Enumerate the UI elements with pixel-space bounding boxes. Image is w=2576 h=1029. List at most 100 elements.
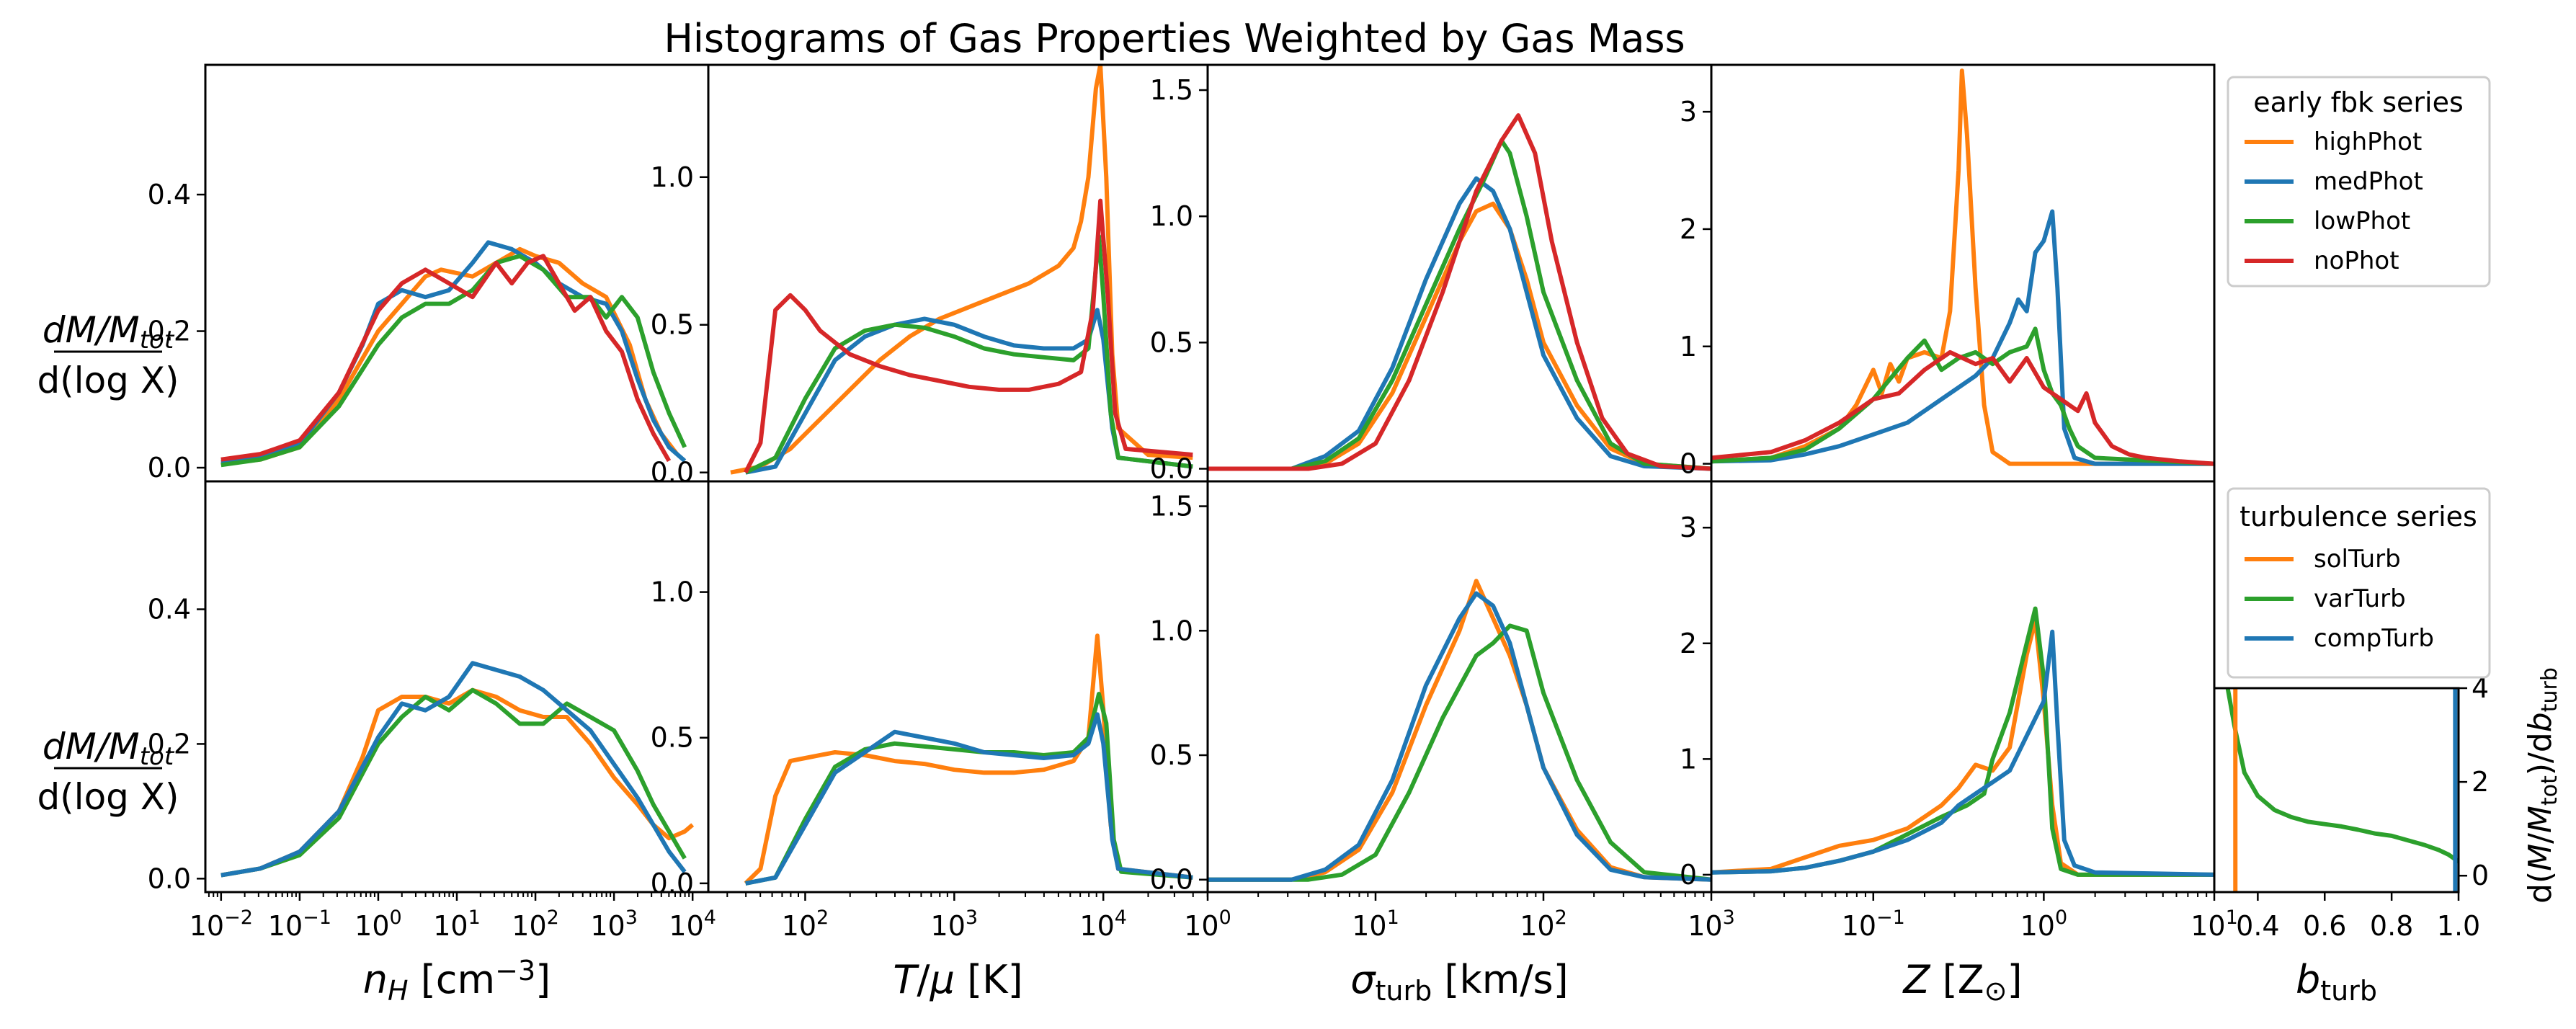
series-line-compTurb bbox=[745, 712, 1193, 886]
xtick-label: 100 bbox=[355, 906, 402, 942]
panel-nH-bottom: 0.0 0.2 0.4 10−2 10−1 100 101 102 103 104 nH [cm−3… bbox=[148, 480, 716, 1007]
ylabel-bturb-text: d(M/Mtot)/dbturb bbox=[2522, 667, 2562, 904]
axes-frame bbox=[707, 480, 1209, 894]
xtick-label: 101 bbox=[2191, 906, 2238, 942]
ylabel-top: dM/Mtot d(log X) bbox=[37, 309, 179, 401]
series-line-noPhot bbox=[1208, 113, 1711, 471]
xlabel-bturb: bturb bbox=[2296, 957, 2377, 1007]
xtick-label: 10−1 bbox=[1842, 906, 1905, 942]
ytick-label: 0.4 bbox=[148, 179, 191, 210]
series-line-highPhot bbox=[1208, 201, 1711, 471]
series-line-lowPhot bbox=[1208, 138, 1711, 471]
series-line-lowPhot bbox=[1711, 326, 2214, 466]
ytick-label: 1.5 bbox=[1150, 491, 1193, 522]
xtick-label: 100 bbox=[2020, 906, 2068, 942]
ytick-label: 2 bbox=[2472, 766, 2489, 798]
svg-text:d(log X): d(log X) bbox=[37, 776, 179, 818]
ytick-label: 0 bbox=[1680, 859, 1697, 891]
axes-frame bbox=[1710, 480, 2216, 894]
xlabel-nH: nH [cm−3] bbox=[363, 955, 551, 1007]
series-line-noPhot bbox=[1711, 349, 2214, 466]
ytick-label: 0.0 bbox=[148, 452, 191, 484]
xtick-label: 103 bbox=[931, 906, 979, 942]
legend-bottom: turbulence series solTurb varTurb compTurb bbox=[2227, 487, 2491, 679]
axes-frame bbox=[1206, 63, 1713, 483]
legend-top-title: early fbk series bbox=[2253, 86, 2464, 118]
ytick-label: 1.0 bbox=[1150, 615, 1193, 646]
ytick-label: 1.0 bbox=[651, 576, 694, 608]
series-line-medPhot bbox=[1208, 176, 1711, 471]
legend-label-compTurb: compTurb bbox=[2314, 624, 2434, 653]
series-line-medPhot bbox=[1711, 209, 2214, 466]
series-line-highPhot bbox=[730, 65, 1193, 475]
panel-Z-bottom: 0 1 2 3 10−1 100 101 Z [Z⊙] bbox=[1680, 480, 2238, 1007]
ytick-label: 0.0 bbox=[651, 457, 694, 489]
ylabel-bturb: d(M/Mtot)/dbturb bbox=[2522, 667, 2562, 904]
ytick-label: 0.5 bbox=[651, 722, 694, 754]
xlabel-sigma: σturb [km/s] bbox=[1350, 957, 1568, 1007]
ytick-label: 1.0 bbox=[651, 161, 694, 193]
series-line-medPhot bbox=[220, 240, 687, 465]
ytick-label: 3 bbox=[1680, 96, 1697, 128]
ytick-label: 0.0 bbox=[651, 868, 694, 899]
xtick-label: 100 bbox=[1184, 906, 1231, 942]
ytick-label: 1.5 bbox=[1150, 74, 1193, 106]
ytick-label: 0 bbox=[1680, 448, 1697, 480]
xtick-label: 101 bbox=[1352, 906, 1399, 942]
xlabel-T: T/μ [K] bbox=[893, 957, 1022, 1002]
ylabel-bottom: dM/Mtot d(log X) bbox=[37, 726, 179, 818]
xtick-label: 0.6 bbox=[2303, 910, 2346, 942]
ytick-label: 0.0 bbox=[148, 863, 191, 894]
xtick-label: 102 bbox=[782, 906, 829, 942]
ytick-label: 0.0 bbox=[1150, 453, 1193, 484]
legend-label-lowPhot: lowPhot bbox=[2314, 207, 2410, 236]
series-line-compTurb bbox=[1208, 591, 1711, 882]
panel-Z-top: 0 1 2 3 bbox=[1680, 63, 2216, 483]
legend-label-highPhot: highPhot bbox=[2314, 128, 2422, 156]
figure-title: Histograms of Gas Properties Weighted by… bbox=[664, 16, 1685, 61]
panel-nH-top: 0.0 0.2 0.4 bbox=[148, 63, 710, 484]
series-line-varTurb bbox=[1208, 623, 1711, 882]
ytick-label: 0.5 bbox=[1150, 739, 1193, 771]
series-line-varTurb bbox=[1711, 606, 2214, 877]
series-line-varTurb bbox=[220, 687, 687, 878]
legend-top: early fbk series highPhot medPhot lowPhot n… bbox=[2227, 76, 2491, 288]
axes-frame bbox=[707, 63, 1209, 483]
ytick-label: 1 bbox=[1680, 331, 1697, 362]
xtick-label: 101 bbox=[433, 906, 481, 942]
series-line-compTurb bbox=[1711, 629, 2214, 877]
xtick-label: 0.4 bbox=[2236, 910, 2279, 942]
svg-text:dM/Mtot: dM/Mtot bbox=[43, 726, 175, 771]
xtick-label: 10−2 bbox=[190, 906, 253, 942]
ytick-label: 1 bbox=[1680, 743, 1697, 775]
legend-label-noPhot: noPhot bbox=[2314, 246, 2399, 275]
ytick-label: 0.0 bbox=[1150, 864, 1193, 896]
ytick-label: 2 bbox=[1680, 213, 1697, 245]
series-line-solTurb bbox=[744, 633, 1193, 886]
panel-sigma-top: 0.0 0.5 1.0 1.5 bbox=[1150, 63, 1713, 484]
series-line-solTurb bbox=[1711, 618, 2214, 877]
series-line-noPhot bbox=[744, 198, 1193, 474]
xtick-label: 104 bbox=[669, 906, 716, 942]
series-line-medPhot bbox=[745, 308, 1193, 475]
ytick-label: 0 bbox=[2472, 860, 2489, 891]
series-line-lowPhot bbox=[220, 254, 687, 468]
series-line-varTurb bbox=[2225, 688, 2459, 864]
xtick-label: 103 bbox=[1688, 906, 1735, 942]
xtick-label: 10−1 bbox=[268, 906, 331, 942]
xtick-label: 103 bbox=[590, 906, 638, 942]
axes-frame bbox=[2213, 687, 2460, 894]
ytick-label: 0.5 bbox=[651, 309, 694, 341]
legend-label-solTurb: solTurb bbox=[2314, 545, 2401, 574]
panel-T-bottom: 0.0 0.5 1.0 102 103 104 T/μ [K] bbox=[651, 480, 1209, 1002]
ytick-label: 0.5 bbox=[1150, 326, 1193, 358]
panel-T-top: 0.0 0.5 1.0 bbox=[651, 63, 1209, 489]
legend-bottom-title: turbulence series bbox=[2239, 501, 2477, 533]
ytick-label: 0.4 bbox=[148, 594, 191, 625]
xtick-label: 0.8 bbox=[2370, 910, 2413, 942]
xtick-label: 102 bbox=[1520, 906, 1567, 942]
series-line-solTurb bbox=[1208, 579, 1711, 882]
svg-text:d(log X): d(log X) bbox=[37, 360, 179, 401]
